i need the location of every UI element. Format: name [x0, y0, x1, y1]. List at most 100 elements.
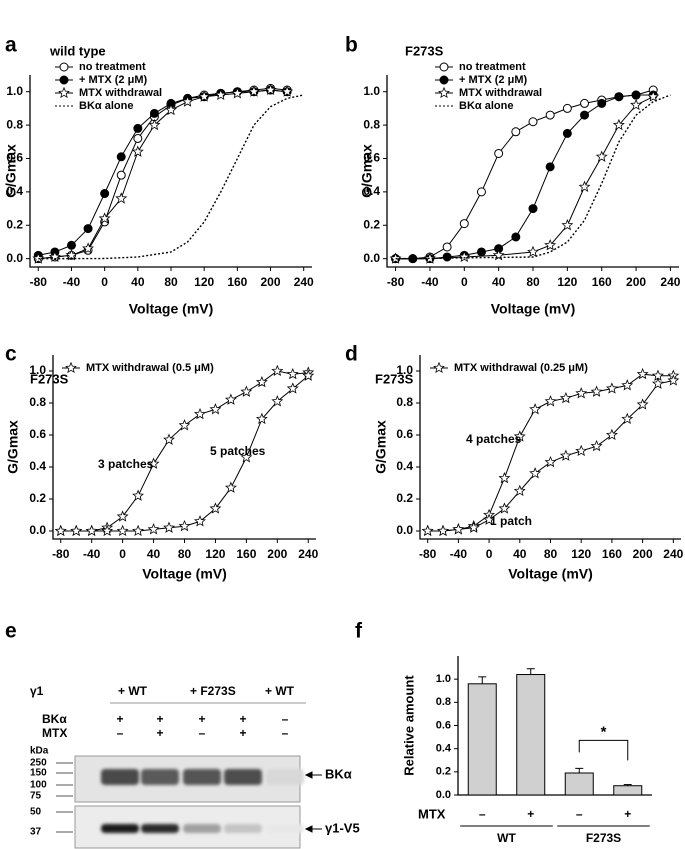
- y-tick-label: 1.0: [29, 363, 46, 377]
- legend-label: MTX withdrawal (0.25 μM): [454, 362, 588, 374]
- category-label: +: [624, 807, 631, 821]
- y-tick-label: 0.2: [396, 491, 413, 505]
- marker: [82, 242, 95, 254]
- legend-label: BKα alone: [459, 100, 513, 112]
- y-tick-label: 0.0: [363, 251, 380, 265]
- marker: [545, 110, 555, 120]
- marker: [148, 118, 161, 131]
- marker: [163, 521, 176, 533]
- y-tick-label: 0.8: [6, 117, 23, 131]
- x-tick-label: 240: [294, 275, 314, 289]
- size-marker: 100: [30, 780, 47, 791]
- y-axis-label: G/Gmax: [3, 144, 19, 198]
- y-axis-label: G/Gmax: [359, 144, 375, 198]
- marker: [544, 239, 557, 251]
- marker: [66, 240, 76, 250]
- y-tick-label: 0.2: [6, 217, 23, 231]
- marker: [100, 189, 110, 199]
- marker: [178, 419, 191, 431]
- legend-marker: [58, 86, 70, 99]
- marker: [193, 515, 206, 527]
- series-line: [38, 94, 304, 260]
- marker: [458, 250, 471, 263]
- marker: [575, 444, 588, 457]
- x-tick-label: -80: [387, 275, 405, 289]
- marker: [498, 471, 511, 484]
- marker: [163, 433, 176, 445]
- marker: [559, 449, 572, 461]
- marker: [476, 247, 486, 257]
- marker: [494, 148, 504, 158]
- y-tick-label: 0.8: [436, 696, 451, 708]
- marker: [116, 524, 129, 537]
- y-tick-label: 1.0: [363, 84, 380, 98]
- y-tick-label: 1.0: [436, 673, 451, 685]
- legend-label: no treatment: [459, 61, 526, 73]
- chart-title: F273S: [405, 43, 444, 58]
- marker: [580, 98, 590, 108]
- y-tick-label: 0.6: [436, 719, 451, 731]
- marker: [271, 364, 284, 377]
- marker: [54, 524, 67, 537]
- kda-label: kDa: [30, 746, 49, 757]
- x-tick-label: -80: [30, 275, 48, 289]
- marker: [271, 395, 284, 407]
- x-tick-label: -40: [450, 547, 468, 561]
- marker: [545, 162, 555, 172]
- x-tick-label: -40: [421, 275, 439, 289]
- y-tick-label: 0.4: [29, 459, 46, 473]
- y-tick-label: 0.6: [396, 427, 413, 441]
- band: [183, 769, 221, 785]
- significance-bracket: [578, 739, 629, 761]
- band: [266, 824, 304, 833]
- marker: [389, 252, 402, 264]
- band: [224, 769, 262, 785]
- bar: [613, 785, 643, 796]
- marker: [132, 524, 144, 537]
- marker: [630, 98, 643, 111]
- band-arrow: [304, 771, 322, 779]
- marker: [561, 219, 574, 231]
- marker: [529, 467, 542, 479]
- marker: [580, 110, 590, 120]
- marker: [240, 385, 253, 397]
- y-tick-label: 0.6: [6, 151, 23, 165]
- x-tick-label: 200: [267, 547, 287, 561]
- marker: [606, 428, 618, 441]
- legend-marker: [59, 62, 69, 72]
- marker: [614, 92, 624, 102]
- marker: [511, 127, 521, 137]
- y-tick-label: 0.8: [396, 395, 413, 409]
- marker: [606, 382, 618, 394]
- band-label: BKα: [325, 766, 352, 781]
- y-tick-label: 0.2: [436, 766, 451, 778]
- legend-label: no treatment: [79, 61, 146, 73]
- group-label: F273S: [586, 831, 621, 845]
- marker: [442, 252, 452, 262]
- sign: +: [156, 712, 163, 726]
- group-label: + WT: [118, 684, 148, 698]
- bar: [467, 683, 497, 796]
- marker: [181, 95, 194, 107]
- marker: [452, 523, 465, 535]
- marker: [255, 375, 268, 388]
- legend-label: MTX withdrawal: [459, 87, 542, 99]
- marker: [255, 412, 268, 425]
- y-tick-label: 1.0: [6, 84, 23, 98]
- panel-letter: b: [345, 34, 358, 57]
- marker: [231, 87, 244, 99]
- x-axis-label: Voltage (mV): [491, 301, 576, 317]
- bar: [516, 674, 546, 796]
- x-tick-label: -80: [419, 547, 437, 561]
- y-tick-label: 0.0: [29, 523, 46, 537]
- marker: [595, 150, 608, 162]
- marker: [578, 180, 591, 192]
- y-tick-label: 0.2: [363, 217, 380, 231]
- marker: [513, 430, 526, 442]
- size-marker: 37: [30, 827, 42, 838]
- marker: [116, 510, 129, 522]
- marker: [147, 523, 160, 535]
- sign: +: [198, 712, 205, 726]
- row-label: MTX: [418, 806, 446, 821]
- y-axis-label: G/Gmax: [373, 420, 389, 474]
